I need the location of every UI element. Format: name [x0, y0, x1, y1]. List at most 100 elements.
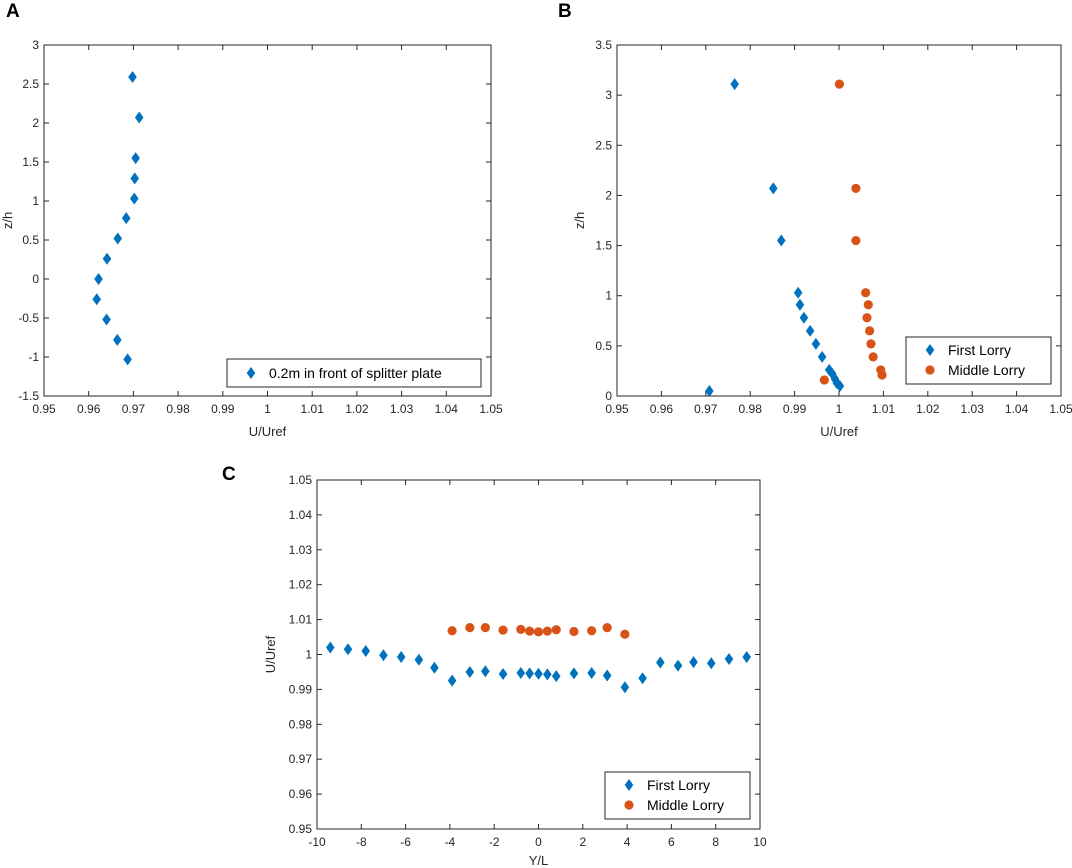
x-tick-label: -8 [356, 835, 367, 849]
y-tick-label: 3.5 [595, 38, 612, 52]
data-point [705, 384, 714, 397]
x-tick-label: 0.99 [211, 402, 235, 416]
data-point [602, 669, 612, 682]
data-point [94, 273, 103, 285]
data-point [862, 313, 872, 323]
data-point [724, 653, 734, 666]
x-tick-label: 0.97 [694, 402, 718, 416]
legend-marker [246, 367, 256, 379]
panel-a-label: A [6, 1, 20, 22]
x-tick-label: 2 [579, 835, 586, 849]
panel-c-plot: -10 -8 -6 -4 -2 0 2 4 6 8 10 0.95 0.96 0.97 0.98 0.99 1 1… [263, 473, 767, 868]
data-point [534, 667, 543, 680]
x-tick-label: 1 [836, 402, 843, 416]
y-tick-label: 0 [605, 389, 612, 403]
data-point [129, 192, 139, 205]
y-tick-label: 0.99 [289, 682, 313, 696]
y-tick-label: 1 [32, 194, 39, 208]
x-tick-label: 0.96 [77, 402, 101, 416]
legend-marker [624, 800, 634, 810]
y-tick-label: 1.03 [289, 543, 313, 557]
x-tick-label: 1.05 [479, 402, 503, 416]
series-middle-lorry [819, 79, 887, 385]
legend-label: Middle Lorry [647, 797, 724, 813]
y-tick-label: 1.04 [289, 508, 313, 522]
data-point [865, 326, 875, 336]
data-point [131, 152, 140, 165]
x-tick-label: 0.96 [650, 402, 674, 416]
y-tick-label: -1.5 [18, 389, 39, 403]
panel-c-label: C [222, 464, 236, 485]
x-tick-label: 0.98 [166, 402, 190, 416]
y-tick-label: 3 [605, 88, 612, 102]
data-point [361, 645, 371, 658]
y-tick-label: 0.96 [289, 787, 313, 801]
data-point [121, 212, 131, 225]
x-tick-label: 8 [712, 835, 719, 849]
data-point [673, 659, 683, 672]
y-tick-label: -0.5 [18, 311, 39, 325]
data-point [543, 668, 552, 681]
data-point [480, 623, 490, 633]
y-axis-label: z/h [0, 212, 15, 229]
data-point [92, 293, 102, 306]
data-point [768, 182, 778, 195]
data-point [868, 352, 878, 362]
y-tick-label: 2 [605, 188, 612, 202]
legend-marker [925, 365, 935, 375]
data-point [569, 626, 579, 637]
panel-a: A 0.95 0.96 0.97 0.98 0.99 1 1.01 1.02 1.03 1.04 1… [0, 1, 503, 439]
panel-b-label: B [558, 1, 572, 22]
data-point [776, 234, 786, 247]
data-point [835, 379, 845, 392]
y-tick-label: 0.98 [289, 717, 313, 731]
x-axis-label: U/Uref [820, 424, 858, 439]
data-point [465, 665, 475, 678]
y-tick-label: 2.5 [595, 138, 612, 152]
data-point [877, 370, 887, 380]
data-point [128, 70, 137, 83]
data-point [569, 667, 579, 680]
series-first-lorry [325, 641, 752, 694]
x-tick-label: 6 [668, 835, 675, 849]
data-point [866, 339, 876, 349]
data-point [465, 623, 475, 633]
legend-box [226, 358, 482, 388]
y-tick-label: 0 [32, 272, 39, 286]
y-tick-label: 1.05 [289, 473, 313, 487]
data-point [620, 629, 630, 639]
data-point [134, 111, 144, 124]
data-point [819, 375, 829, 385]
x-tick-label: 4 [624, 835, 631, 849]
x-tick-label: 10 [753, 835, 767, 849]
legend: First Lorry Middle Lorry [905, 336, 1052, 385]
data-point [689, 656, 698, 669]
x-tick-label: -6 [400, 835, 411, 849]
data-point [498, 625, 508, 635]
y-tick-label: 1 [605, 289, 612, 303]
x-tick-label: 1 [264, 402, 271, 416]
x-tick-label: 1.03 [390, 402, 414, 416]
data-point [551, 625, 561, 635]
legend: 0.2m in front of splitter plate [226, 358, 482, 388]
x-tick-label: 0 [535, 835, 542, 849]
data-point [861, 288, 871, 298]
legend-marker [925, 344, 935, 356]
plot-frame [43, 44, 492, 397]
data-point [851, 235, 861, 246]
data-point [525, 626, 535, 636]
legend-label: 0.2m in front of splitter plate [269, 365, 442, 381]
legend-marker [624, 779, 634, 791]
data-point [516, 666, 526, 679]
data-point [542, 626, 552, 636]
data-point [620, 681, 630, 694]
data-point [799, 311, 809, 324]
x-axis-label: U/Uref [249, 424, 287, 439]
panel-b: B 0.95 0.96 0.97 0.98 0.99 1 1.01 1.02 1.03 1.04 1… [558, 1, 1072, 439]
x-tick-label: 0.95 [605, 402, 629, 416]
series-middle-lorry [447, 623, 630, 639]
legend-label: First Lorry [948, 342, 1011, 358]
y-tick-label: 1.5 [22, 155, 39, 169]
x-axis-label: Y/L [529, 853, 549, 868]
